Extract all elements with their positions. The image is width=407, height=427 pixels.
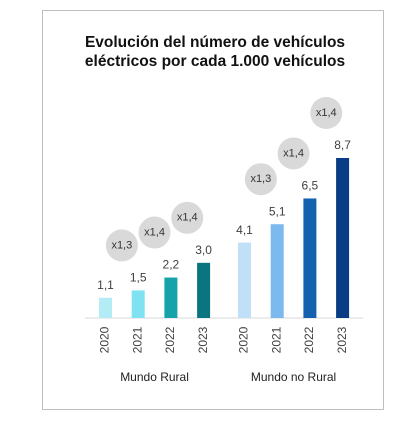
bar — [164, 277, 178, 318]
growth-label: x1,4 — [283, 147, 304, 159]
growth-label: x1,4 — [177, 212, 198, 224]
growth-badge — [171, 201, 204, 234]
x-tick-label: 2022 — [163, 326, 177, 353]
growth-badge — [277, 137, 310, 170]
bar — [336, 158, 350, 318]
growth-badge — [105, 229, 138, 262]
growth-badge — [138, 216, 171, 249]
growth-label: x1,3 — [111, 239, 132, 251]
value-label: 4,1 — [236, 223, 253, 237]
bar — [99, 297, 112, 318]
growth-label: x1,4 — [316, 107, 337, 119]
growth-label: x1,4 — [144, 226, 165, 238]
x-tick-label: 2023 — [196, 326, 210, 353]
bar — [197, 262, 211, 318]
chart-frame — [42, 10, 384, 410]
x-tick-label: 2021 — [130, 326, 144, 353]
growth-badge — [244, 163, 277, 196]
group-label: Mundo no Rural — [251, 370, 336, 384]
bar — [270, 224, 284, 318]
value-label: 2,2 — [163, 258, 180, 272]
x-tick-label: 2020 — [237, 326, 251, 353]
value-label: 1,1 — [97, 278, 114, 292]
x-tick-label: 2020 — [98, 326, 112, 353]
chart-title: Evolución del número de vehículos eléctr… — [84, 34, 346, 70]
growth-badge — [310, 97, 343, 129]
bar — [303, 198, 317, 318]
value-label: 5,1 — [269, 204, 286, 218]
bar — [238, 242, 251, 318]
growth-label: x1,3 — [250, 173, 271, 185]
value-label: 1,5 — [130, 271, 147, 285]
value-label: 6,5 — [302, 179, 319, 193]
x-tick-label: 2023 — [335, 326, 349, 353]
x-tick-label: 2022 — [302, 326, 316, 353]
bar — [131, 290, 145, 318]
group-label: Mundo Rural — [120, 370, 189, 384]
value-label: 3,0 — [195, 243, 212, 257]
value-label: 8,7 — [334, 138, 351, 152]
x-tick-label: 2021 — [269, 326, 283, 353]
